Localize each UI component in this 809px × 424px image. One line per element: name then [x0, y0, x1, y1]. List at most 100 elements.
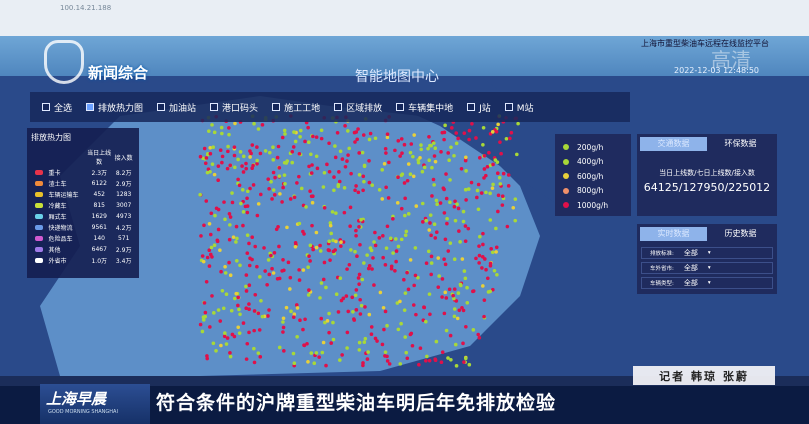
heatmap-dot	[442, 211, 447, 215]
heatmap-dot	[245, 210, 250, 215]
filter-emission-standard[interactable]: 排放标准: 全部 ▾	[641, 247, 773, 259]
tab-environment-data[interactable]: 环保数据	[724, 139, 757, 148]
filter-vehicle-type[interactable]: 车辆类型: 全部 ▾	[641, 277, 773, 289]
heatmap-dot	[428, 143, 432, 148]
heatmap-dot	[433, 236, 438, 240]
heatmap-dot	[356, 190, 361, 195]
heatmap-dot	[361, 133, 366, 137]
heatmap-dot	[299, 186, 304, 191]
heatmap-dot	[200, 254, 205, 258]
heatmap-dot	[408, 150, 413, 155]
heatmap-dot	[236, 303, 240, 308]
heatmap-dot	[281, 316, 286, 321]
heatmap-dot	[258, 192, 263, 197]
heatmap-dot	[471, 289, 476, 293]
tab-realtime-data[interactable]: 实时数据	[640, 227, 707, 241]
heatmap-dot	[310, 223, 314, 228]
heatmap-dot	[439, 360, 444, 365]
checkbox-box[interactable]	[86, 103, 95, 111]
heatmap-dot	[516, 121, 520, 126]
vehicle-icon	[35, 236, 43, 241]
checkbox-box[interactable]	[396, 103, 405, 111]
heatmap-dot	[223, 217, 227, 222]
heatmap-dot	[256, 311, 261, 316]
heatmap-dot	[255, 264, 259, 269]
heatmap-dot	[439, 150, 443, 154]
heatmap-dot	[373, 136, 378, 141]
checkbox-gas-station[interactable]: 加油站	[157, 101, 196, 114]
heatmap-dot	[334, 292, 339, 296]
heatmap-dot	[431, 177, 436, 182]
heatmap-dot	[463, 224, 468, 228]
heatmap-dot	[348, 205, 353, 210]
checkbox-box[interactable]	[334, 103, 343, 111]
heatmap-dot	[309, 194, 314, 199]
checkbox-vehicle-hub[interactable]: 车辆集中地	[396, 101, 453, 114]
chevron-down-icon: ▾	[707, 250, 711, 256]
heatmap-dot	[329, 341, 334, 345]
heatmap-dot	[203, 161, 208, 166]
heatmap-dot	[371, 256, 375, 260]
heatmap-dot	[369, 332, 374, 337]
platform-header	[0, 36, 809, 76]
heatmap-dot	[252, 121, 256, 126]
filter-province[interactable]: 车外省市: 全部 ▾	[641, 262, 773, 274]
checkbox-box[interactable]	[42, 103, 50, 111]
heatmap-dot	[418, 155, 422, 160]
checkbox-box[interactable]	[467, 103, 476, 111]
checkbox-box[interactable]	[504, 103, 513, 111]
heatmap-dot	[444, 196, 449, 201]
heatmap-dot	[354, 308, 359, 312]
heatmap-dot	[481, 284, 485, 288]
heatmap-dot	[319, 128, 324, 133]
heatmap-dot	[490, 130, 495, 134]
heatmap-dot	[299, 128, 303, 133]
checkbox-box[interactable]	[210, 103, 219, 111]
heatmap-dot	[310, 200, 315, 205]
checkbox-select-all[interactable]: 全选	[42, 101, 72, 114]
table-row: 渣土车 6122 2.9万	[31, 178, 135, 189]
heatmap-dot	[361, 188, 365, 193]
heatmap-dot	[226, 144, 230, 149]
heatmap-dot	[488, 218, 493, 222]
heatmap-dot	[234, 224, 239, 229]
checkbox-m-station[interactable]: M站	[504, 101, 534, 114]
tab-traffic-data[interactable]: 交通数据	[640, 137, 707, 151]
heatmap-dot	[353, 293, 358, 298]
heatmap-dot	[244, 306, 249, 311]
heatmap-dot	[255, 158, 259, 163]
heatmap-dot	[482, 314, 486, 319]
heatmap-dot	[258, 151, 263, 156]
heatmap-dot	[310, 163, 314, 167]
checkbox-heatmap[interactable]: 排放热力图	[86, 101, 143, 114]
heatmap-dot	[271, 188, 276, 192]
checkbox-j-station[interactable]: J站	[467, 101, 491, 114]
heatmap-dot	[469, 180, 474, 185]
heatmap-dot	[241, 223, 245, 228]
heatmap-dot	[258, 275, 262, 279]
heatmap-dot	[462, 269, 467, 273]
color-dot-icon	[563, 144, 569, 151]
heatmap-dot	[444, 172, 448, 176]
heatmap-dot	[265, 282, 269, 287]
heatmap-dot	[289, 309, 293, 314]
heatmap-dot	[318, 243, 322, 248]
vehicle-icon	[35, 247, 43, 252]
heatmap-dot	[333, 248, 337, 252]
heatmap-dot	[331, 337, 336, 342]
heatmap-dot	[245, 196, 249, 201]
checkbox-area-emission[interactable]: 区域排放	[334, 101, 382, 114]
heatmap-dot	[306, 293, 311, 297]
heatmap-dot	[255, 213, 260, 218]
heatmap-dot	[380, 168, 385, 172]
tab-history-data[interactable]: 历史数据	[724, 229, 757, 238]
checkbox-construction[interactable]: 施工工地	[272, 101, 320, 114]
color-dot-icon	[563, 187, 569, 194]
heatmap-dot	[411, 154, 415, 159]
heatmap-dot	[360, 277, 365, 282]
heatmap-dot	[414, 312, 418, 317]
checkbox-box[interactable]	[272, 103, 281, 111]
checkbox-box[interactable]	[157, 103, 166, 111]
heatmap-dot	[448, 178, 452, 182]
checkbox-port[interactable]: 港口码头	[210, 101, 258, 114]
